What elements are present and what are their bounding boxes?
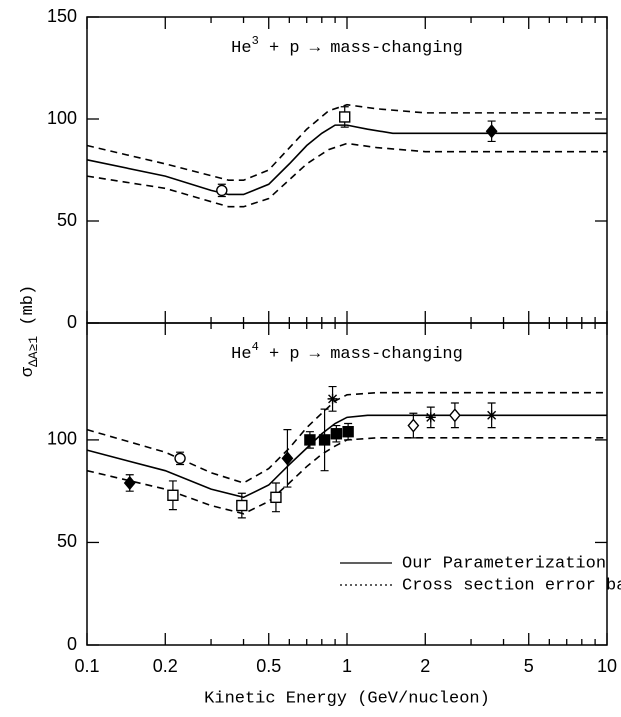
marker bbox=[216, 184, 228, 197]
marker bbox=[485, 124, 498, 139]
annotation-rest: + p → mass-changing bbox=[259, 39, 463, 58]
x-tick-label: 0.1 bbox=[74, 656, 99, 676]
y-axis-label-symbol: σ bbox=[19, 366, 38, 377]
x-tick-label: 0.5 bbox=[256, 656, 281, 676]
marker bbox=[318, 434, 331, 446]
curve bbox=[86, 124, 607, 196]
annotation-superscript: 3 bbox=[252, 34, 259, 48]
annotation-rest: + p → mass-changing bbox=[259, 345, 463, 364]
marker bbox=[270, 491, 282, 504]
y-axis-label: σΔA≥1 (mb) bbox=[19, 285, 41, 377]
legend-label: Our Parameterization bbox=[402, 554, 606, 573]
x-axis-label: Kinetic Energy (GeV/nucleon) bbox=[204, 689, 490, 708]
marker bbox=[236, 499, 248, 512]
marker bbox=[425, 412, 436, 423]
annotation-superscript: 4 bbox=[252, 340, 259, 354]
marker bbox=[339, 111, 351, 123]
marker bbox=[123, 475, 136, 491]
marker bbox=[486, 410, 497, 421]
y-tick-label: 50 bbox=[57, 531, 77, 551]
x-tick-label: 2 bbox=[420, 656, 430, 676]
annotation-base: He bbox=[231, 39, 251, 58]
x-tick-label: 0.2 bbox=[153, 656, 178, 676]
x-tick-label: 1 bbox=[342, 656, 352, 676]
marker bbox=[407, 418, 420, 433]
y-tick-label: 0 bbox=[67, 634, 77, 654]
y-tick-label: 50 bbox=[57, 210, 77, 230]
marker bbox=[330, 428, 343, 440]
marker bbox=[174, 452, 186, 465]
marker bbox=[304, 434, 316, 446]
plot-frame bbox=[86, 16, 608, 324]
curve bbox=[86, 103, 607, 181]
marker bbox=[281, 451, 294, 466]
annotation: He3 + p → mass-changing bbox=[231, 34, 463, 58]
curve bbox=[86, 391, 607, 484]
marker bbox=[342, 426, 354, 438]
marker bbox=[167, 489, 179, 501]
curve bbox=[86, 437, 607, 515]
marker bbox=[327, 393, 338, 404]
x-tick-label: 5 bbox=[524, 656, 534, 676]
y-tick-label: 150 bbox=[47, 6, 77, 26]
x-tick-label: 10 bbox=[597, 656, 617, 676]
annotation-base: He bbox=[231, 345, 251, 364]
y-axis-label-unit: (mb) bbox=[19, 285, 38, 336]
legend-label: Cross section error band bbox=[402, 576, 621, 595]
marker bbox=[448, 408, 461, 423]
y-tick-label: 100 bbox=[47, 108, 77, 128]
y-tick-label: 0 bbox=[67, 312, 77, 332]
y-tick-label: 100 bbox=[47, 429, 77, 449]
plot-frame bbox=[86, 322, 608, 646]
curve bbox=[86, 142, 607, 208]
annotation: He4 + p → mass-changing bbox=[231, 340, 463, 364]
y-axis-label-subscript: ΔA≥1 bbox=[26, 336, 41, 367]
